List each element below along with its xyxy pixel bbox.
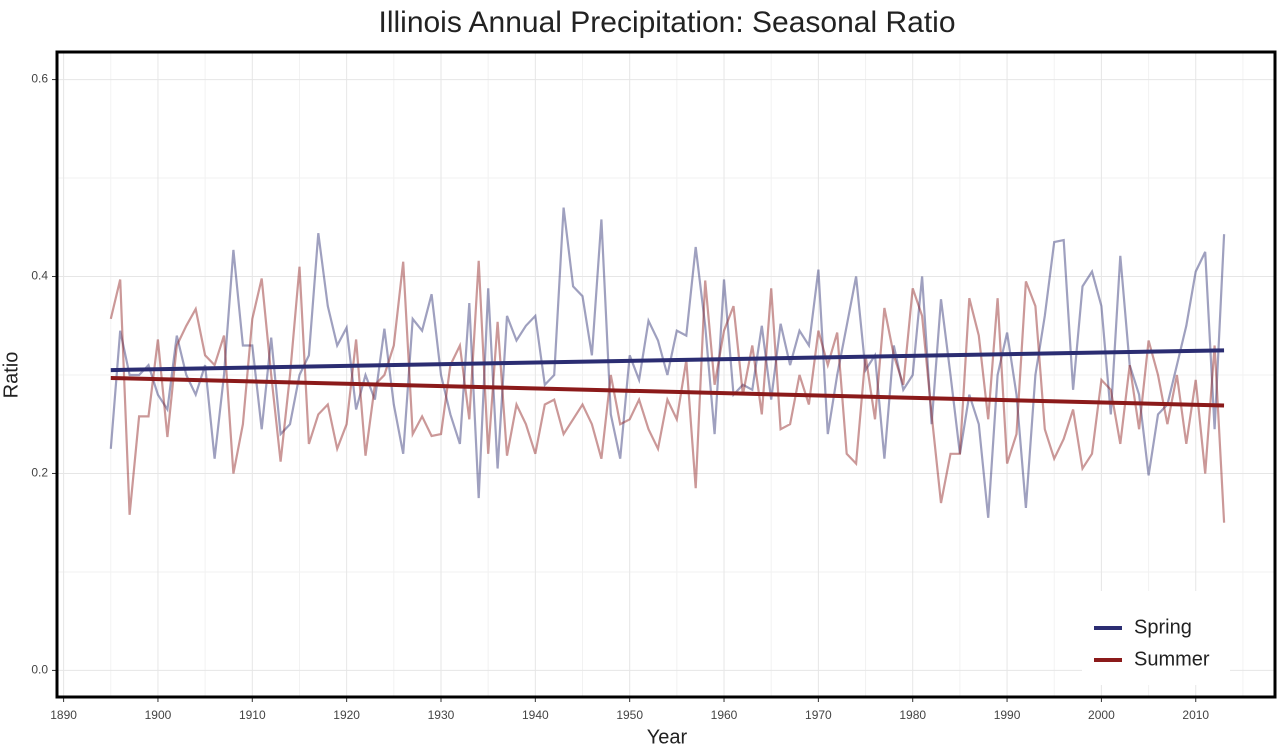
trend-line	[110, 348, 1225, 373]
x-tick-label: 1930	[428, 708, 455, 722]
x-tick-label: 2010	[1182, 708, 1209, 722]
plot-border	[55, 50, 1277, 699]
x-tick-label: 1940	[522, 708, 549, 722]
x-tick-label: 1970	[805, 708, 832, 722]
x-tick-label: 1960	[711, 708, 738, 722]
x-tick-label: 1900	[145, 708, 172, 722]
chart-title: Illinois Annual Precipitation: Seasonal …	[378, 6, 955, 39]
y-axis-label: Ratio	[0, 352, 22, 399]
series-line	[109, 207, 1226, 518]
y-tick-label: 0.4	[31, 269, 48, 283]
y-tick-label: 0.6	[31, 72, 48, 86]
x-axis-label: Year	[647, 726, 688, 747]
series-line	[109, 260, 1226, 523]
x-tick-label: 1990	[994, 708, 1021, 722]
y-tick-label: 0.0	[31, 663, 48, 677]
y-tick-label: 0.2	[31, 466, 48, 480]
legend-box	[1082, 591, 1230, 685]
x-tick-label: 2000	[1088, 708, 1115, 722]
x-tick-label: 1890	[50, 708, 77, 722]
x-tick-label: 1920	[333, 708, 360, 722]
trend-line	[110, 375, 1225, 408]
legend-label: Spring	[1134, 616, 1192, 638]
x-tick-label: 1950	[616, 708, 643, 722]
x-tick-label: 1980	[899, 708, 926, 722]
x-tick-label: 1910	[239, 708, 266, 722]
legend-label: Summer	[1134, 648, 1210, 670]
